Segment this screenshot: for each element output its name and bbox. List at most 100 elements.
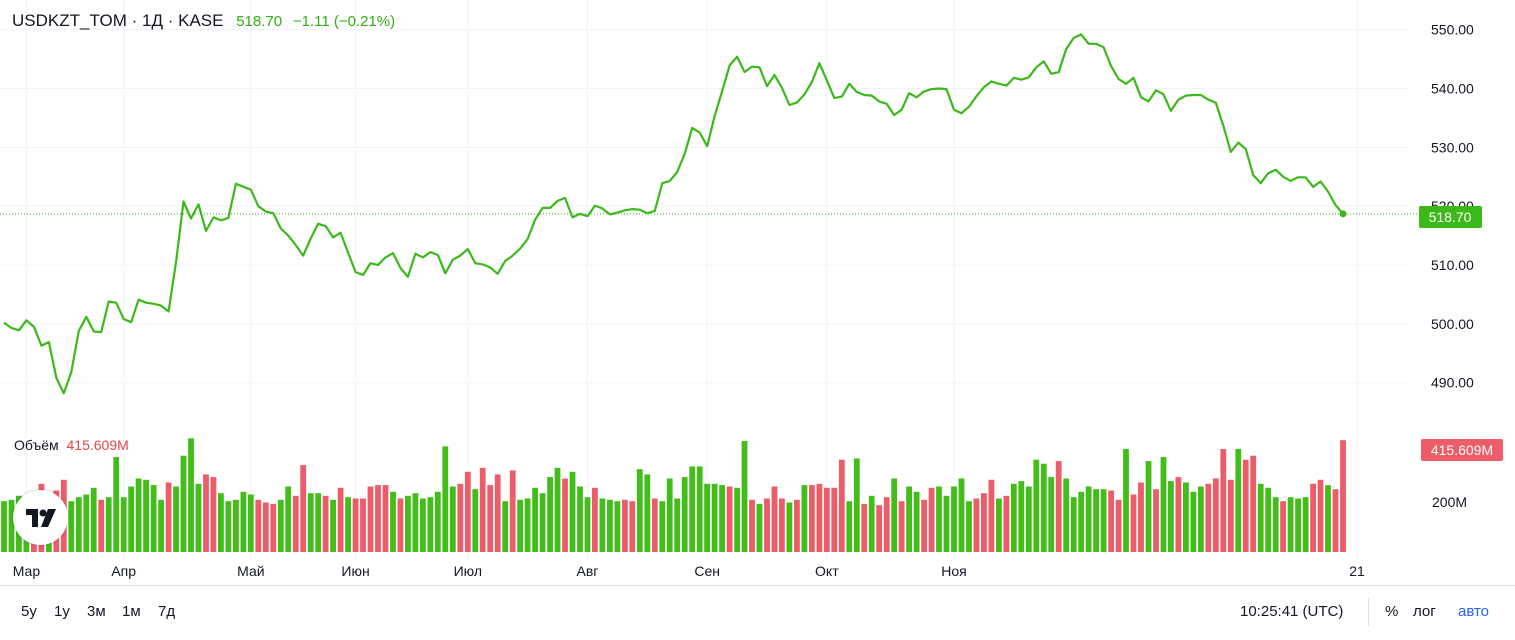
volume-bar xyxy=(876,505,883,552)
volume-bar xyxy=(816,483,823,552)
percent-scale-toggle[interactable]: % xyxy=(1385,603,1399,620)
utc-clock[interactable]: 10:25:41 (UTC) xyxy=(1240,603,1344,620)
volume-bar xyxy=(509,470,516,552)
volume-bar xyxy=(449,486,456,552)
range-5y-button[interactable]: 5у xyxy=(21,603,37,620)
y-tick-label: 550.00 xyxy=(1431,22,1474,38)
volume-bar xyxy=(981,493,987,552)
volume-bar xyxy=(120,497,127,552)
volume-bar xyxy=(1048,477,1055,552)
volume-bar xyxy=(988,479,995,552)
volume-bar xyxy=(1168,481,1174,552)
volume-title[interactable]: Объём xyxy=(14,437,59,453)
volume-bar xyxy=(711,483,718,552)
volume-bar xyxy=(681,477,688,552)
volume-bar xyxy=(1235,449,1242,552)
volume-bar xyxy=(390,491,396,552)
volume-bar xyxy=(1123,449,1129,552)
volume-bar xyxy=(240,491,247,552)
volume-bar xyxy=(1115,499,1122,552)
volume-bar xyxy=(165,482,172,552)
volume-bar xyxy=(1138,482,1144,552)
volume-bar xyxy=(831,487,838,552)
volume-bar xyxy=(906,486,912,552)
range-3m-button[interactable]: 3м xyxy=(87,603,106,620)
volume-bar xyxy=(547,477,553,552)
volume-bar xyxy=(644,474,651,552)
volume-bar xyxy=(1003,495,1010,552)
volume-bar xyxy=(734,487,740,552)
volume-bar xyxy=(592,487,598,552)
volume-bar xyxy=(83,494,90,552)
volume-bar xyxy=(1287,497,1294,552)
volume-bar xyxy=(427,497,434,552)
volume-bar xyxy=(180,455,187,552)
time-axis[interactable]: Мар Апр Май Июн Июл Авг Сен Окт Ноя 21 xyxy=(13,563,1365,579)
volume-bar xyxy=(307,493,314,552)
volume-bar xyxy=(517,499,523,552)
x-tick-label: Апр xyxy=(111,563,136,579)
volume-bar xyxy=(225,501,232,552)
volume-bar xyxy=(277,499,284,552)
x-tick-label: 21 xyxy=(1349,563,1365,579)
volume-bar xyxy=(674,498,681,552)
volume-bar xyxy=(345,497,351,552)
last-price: 518.70 xyxy=(236,13,283,30)
auto-scale-toggle[interactable]: авто xyxy=(1458,603,1490,620)
log-scale-toggle[interactable]: лог xyxy=(1413,603,1436,620)
volume-bar xyxy=(300,465,307,552)
volume-bar xyxy=(233,499,239,552)
volume-bar xyxy=(397,498,404,552)
volume-bar xyxy=(442,446,449,552)
volume-bar xyxy=(1093,489,1099,552)
range-7d-button[interactable]: 7д xyxy=(158,603,176,620)
volume-bar xyxy=(1325,485,1331,552)
volume-bar xyxy=(614,501,621,552)
chart-area[interactable]: 550.00540.00530.00520.00510.00500.00490.… xyxy=(0,0,1515,586)
volume-bar xyxy=(210,477,217,552)
x-tick-label: Май xyxy=(237,563,264,579)
volume-bar xyxy=(1198,486,1204,552)
x-tick-label: Мар xyxy=(13,563,41,579)
price-label-text: 518.70 xyxy=(1429,209,1472,225)
volume-bar xyxy=(951,486,957,552)
volume-bar xyxy=(779,498,785,552)
volume-bar xyxy=(1265,487,1272,552)
volume-bar xyxy=(1063,478,1070,552)
volume-bar xyxy=(494,474,501,552)
range-1y-button[interactable]: 1у xyxy=(54,603,70,620)
volume-bar xyxy=(113,457,120,552)
volume-bar xyxy=(173,486,179,552)
volume-bar xyxy=(809,485,815,552)
volume-bar xyxy=(741,441,748,552)
volume-bar xyxy=(1340,440,1346,552)
volume-bar xyxy=(794,499,800,552)
volume-bar xyxy=(1040,463,1047,552)
volume-bar xyxy=(367,486,374,552)
symbol-title[interactable]: USDKZT_TOM · 1Д · KASE xyxy=(12,11,224,30)
volume-bar xyxy=(584,497,591,552)
volume-bar xyxy=(928,487,935,552)
volume-bar xyxy=(270,503,277,552)
volume-bar xyxy=(1242,459,1249,552)
y-tick-label: 510.00 xyxy=(1431,257,1474,273)
volume-bar xyxy=(1250,455,1257,552)
volume-bar xyxy=(1175,477,1182,552)
volume-bar xyxy=(719,485,725,552)
volume-bar xyxy=(861,503,868,552)
range-1m-button[interactable]: 1м xyxy=(122,603,141,620)
volume-bar xyxy=(996,498,1002,552)
volume-bar xyxy=(651,498,658,552)
volume-bar xyxy=(629,501,636,552)
volume-bar xyxy=(8,499,15,552)
tradingview-logo[interactable] xyxy=(13,490,68,545)
volume-bar xyxy=(218,493,224,552)
volume-bar xyxy=(943,495,950,552)
volume-legend: Объём 415.609M xyxy=(14,437,129,453)
volume-bar xyxy=(75,497,82,552)
volume-label-text: 415.609M xyxy=(1431,442,1493,458)
volume-bar xyxy=(554,467,561,552)
volume-bar xyxy=(771,486,778,552)
volume-bar xyxy=(1025,486,1032,552)
volume-bar xyxy=(1227,479,1234,552)
